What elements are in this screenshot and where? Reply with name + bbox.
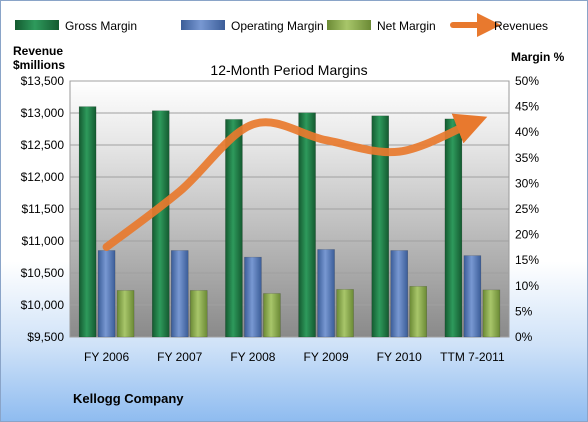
gross-margin-bar	[371, 115, 389, 338]
operating-margin-bar	[390, 250, 408, 338]
y-right-tick-label: 40%	[515, 125, 539, 139]
net-margin-bar	[263, 293, 281, 338]
y-right-tick-label: 50%	[515, 74, 539, 88]
net-margin-bar	[409, 286, 427, 338]
operating-margin-bar	[171, 250, 189, 338]
gross-margin-bar	[298, 112, 316, 338]
y-left-tick-label: $13,500	[21, 74, 65, 88]
legend-label-gross-margin: Gross Margin	[65, 19, 137, 33]
y-axis-left-ticks: $9,500 $10,000 $10,500 $11,000 $11,500 $12,00…	[21, 74, 65, 344]
gross-margin-bar	[444, 118, 463, 338]
legend-item-gross-margin: Gross Margin	[15, 19, 137, 33]
net-margin-bar	[190, 290, 208, 338]
operating-margin-bar	[463, 255, 482, 338]
legend-swatch-gross-margin	[15, 20, 59, 30]
legend-label-operating-margin: Operating Margin	[231, 19, 324, 33]
y-axis-left-title-line2: $millions	[13, 58, 65, 72]
y-left-tick-label: $10,000	[21, 298, 65, 312]
y-left-tick-label: $9,500	[27, 330, 64, 344]
y-right-tick-label: 20%	[515, 228, 539, 242]
legend-swatch-operating-margin	[181, 20, 225, 30]
y-axis-left-title-line1: Revenue	[13, 44, 63, 58]
y-left-tick-label: $10,500	[21, 266, 65, 280]
y-left-tick-label: $12,000	[21, 170, 65, 184]
y-axis-right-title: Margin %	[511, 50, 565, 64]
company-name: Kellogg Company	[73, 391, 184, 406]
operating-margin-bar	[97, 250, 116, 338]
x-category-label: FY 2006	[84, 350, 129, 364]
y-left-tick-label: $12,500	[21, 138, 65, 152]
y-right-tick-label: 45%	[515, 100, 539, 114]
net-margin-bar	[336, 289, 354, 338]
x-category-label: TTM 7-2011	[440, 350, 505, 364]
x-category-label: FY 2009	[304, 350, 349, 364]
y-axis-right-ticks: 0% 5% 10% 15% 20% 25% 30% 35% 40% 45% 50%	[515, 74, 539, 344]
revenue-line-path	[102, 113, 488, 251]
y-left-tick-label: $11,000	[22, 234, 65, 248]
legend-swatch-net-margin	[327, 20, 371, 30]
legend-item-operating-margin: Operating Margin	[181, 19, 324, 33]
net-margin-bar	[482, 289, 501, 338]
chart-title: 12-Month Period Margins	[210, 62, 367, 78]
x-axis-categories: FY 2006 FY 2007 FY 2008 FY 2009 FY 2010 TTM 7…	[84, 350, 505, 364]
legend-label-net-margin: Net Margin	[377, 19, 436, 33]
legend: Gross Margin Operating Margin Net Margin…	[15, 13, 548, 37]
legend-item-revenues: Revenues	[450, 13, 548, 37]
x-category-label: FY 2010	[377, 350, 422, 364]
y-right-tick-label: 35%	[515, 151, 539, 165]
y-right-tick-label: 0%	[515, 330, 533, 344]
y-right-tick-label: 25%	[515, 202, 539, 216]
operating-margin-bar	[317, 249, 335, 338]
y-left-tick-label: $13,000	[21, 106, 65, 120]
legend-item-net-margin: Net Margin	[327, 19, 436, 33]
gross-margin-bar	[78, 106, 97, 338]
y-right-tick-label: 5%	[515, 304, 533, 318]
bars	[78, 106, 501, 338]
y-right-tick-label: 15%	[515, 253, 539, 267]
revenue-line	[102, 113, 488, 251]
y-left-tick-label: $11,500	[22, 202, 65, 216]
x-category-label: FY 2008	[230, 350, 275, 364]
x-category-label: FY 2007	[157, 350, 202, 364]
gross-margin-bar	[225, 119, 243, 338]
y-right-tick-label: 30%	[515, 176, 539, 190]
gross-margin-bar	[152, 110, 170, 338]
legend-label-revenues: Revenues	[494, 19, 548, 33]
gridlines	[70, 80, 509, 338]
y-right-tick-label: 10%	[515, 279, 539, 293]
operating-margin-bar	[244, 256, 262, 338]
net-margin-bar	[116, 290, 135, 338]
